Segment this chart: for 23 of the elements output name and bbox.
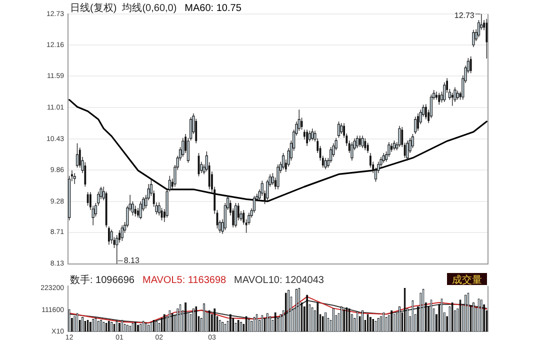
candlestick bbox=[451, 92, 454, 106]
candlestick bbox=[436, 91, 438, 100]
candlestick bbox=[417, 113, 419, 132]
candlestick bbox=[486, 18, 488, 59]
candlestick bbox=[306, 129, 308, 146]
candlestick bbox=[366, 142, 369, 154]
candlestick bbox=[108, 226, 110, 246]
candlestick bbox=[424, 104, 427, 120]
annotation: 8.13 bbox=[124, 256, 140, 265]
chart-title: 日线(复权) 均线(0,60,0) bbox=[70, 2, 177, 14]
annotation: 12.73 bbox=[454, 11, 475, 20]
text: MA60: 10.75 bbox=[184, 3, 242, 14]
candlestick bbox=[364, 138, 366, 151]
annotation: 成交量 bbox=[452, 274, 482, 286]
chart-title: 数手: 1096696 bbox=[70, 274, 135, 286]
text: MAVOL5: 1163698 bbox=[142, 275, 226, 286]
candlestick bbox=[470, 56, 472, 74]
candlestick bbox=[438, 92, 440, 106]
candlestick bbox=[134, 205, 136, 217]
candlestick bbox=[86, 192, 89, 206]
series-label: MAVOL10: 1204043 bbox=[234, 275, 324, 286]
candlestick bbox=[137, 208, 139, 218]
candlestick bbox=[358, 135, 361, 148]
